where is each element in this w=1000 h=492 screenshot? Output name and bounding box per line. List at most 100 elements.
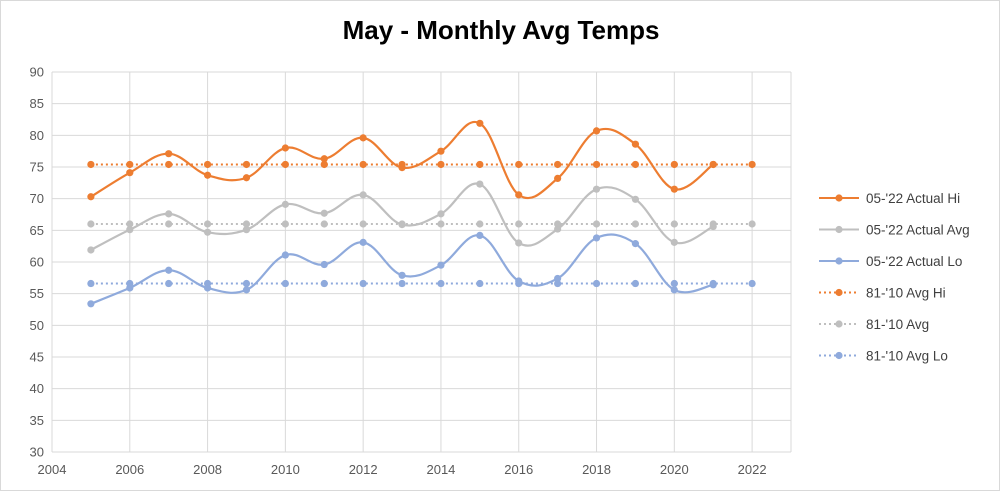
data-point-05-22-actual-avg (670, 238, 678, 246)
data-point-81-10-avg-lo (554, 279, 562, 288)
x-tick-label: 2012 (349, 462, 378, 477)
data-point-05-22-actual-avg (203, 228, 212, 236)
data-point-81-10-avg-hi (165, 160, 173, 169)
data-point-81-10-avg-lo (359, 279, 367, 288)
legend-marker (835, 288, 843, 297)
data-point-81-10-avg (592, 220, 601, 228)
data-point-05-22-actual-hi (398, 164, 406, 172)
legend-marker (835, 225, 843, 234)
legend-label: 81-'10 Avg Lo (866, 349, 948, 364)
data-point-81-10-avg-lo (670, 279, 678, 288)
legend-marker (835, 351, 843, 360)
y-tick-label: 60 (30, 255, 44, 270)
legend-marker (835, 257, 843, 265)
data-point-81-10-avg (126, 220, 134, 228)
data-point-05-22-actual-avg (165, 210, 173, 218)
data-point-05-22-actual-hi (359, 134, 367, 142)
data-point-81-10-avg-lo (437, 279, 445, 288)
data-point-81-10-avg-hi (476, 160, 484, 169)
data-point-05-22-actual-avg (126, 226, 134, 234)
data-point-81-10-avg-hi (203, 160, 212, 169)
data-point-05-22-actual-avg (709, 222, 717, 231)
data-point-05-22-actual-hi (242, 174, 251, 182)
data-point-81-10-avg (320, 220, 328, 228)
data-point-05-22-actual-lo (359, 238, 367, 246)
data-point-05-22-actual-hi (709, 160, 717, 169)
data-point-81-10-avg-hi (281, 160, 289, 169)
data-point-05-22-actual-lo (398, 271, 406, 279)
data-point-05-22-actual-lo (437, 261, 445, 269)
data-point-05-22-actual-avg (631, 195, 640, 203)
data-point-05-22-actual-lo (515, 277, 523, 285)
y-tick-label: 80 (30, 128, 44, 143)
data-point-81-10-avg (437, 220, 445, 228)
data-point-05-22-actual-hi (437, 147, 445, 155)
legend-label: 05-'22 Actual Avg (866, 223, 970, 238)
y-tick-label: 30 (30, 445, 44, 460)
data-point-81-10-avg (281, 220, 289, 228)
data-point-05-22-actual-lo (203, 284, 212, 292)
data-point-81-10-avg (476, 220, 484, 228)
y-tick-label: 40 (30, 381, 44, 396)
data-point-81-10-avg-hi (554, 160, 562, 169)
x-tick-label: 2022 (738, 462, 767, 477)
x-tick-label: 2006 (115, 462, 144, 477)
y-tick-label: 75 (30, 160, 44, 175)
data-point-05-22-actual-hi (281, 144, 289, 152)
data-point-81-10-avg (554, 220, 562, 228)
y-tick-label: 65 (30, 223, 44, 238)
data-point-05-22-actual-lo (670, 286, 678, 294)
data-point-81-10-avg (242, 220, 251, 228)
data-point-05-22-actual-lo (87, 300, 95, 308)
data-point-05-22-actual-avg (320, 209, 328, 217)
data-point-81-10-avg-hi (515, 160, 523, 169)
data-point-81-10-avg (87, 220, 95, 228)
series-line-05-22-actual-hi (90, 120, 714, 200)
y-tick-label: 45 (30, 350, 44, 365)
x-tick-label: 2014 (426, 462, 455, 477)
series-line-05-22-actual-avg (90, 182, 714, 251)
y-tick-label: 70 (30, 191, 44, 206)
data-point-05-22-actual-avg (437, 210, 445, 218)
data-point-81-10-avg (165, 220, 173, 228)
data-point-05-22-actual-lo (320, 260, 328, 269)
data-point-05-22-actual-lo (554, 274, 562, 283)
data-point-05-22-actual-avg (592, 185, 601, 193)
y-tick-label: 50 (30, 318, 44, 333)
data-point-81-10-avg-hi (320, 160, 328, 169)
data-point-81-10-avg (748, 220, 756, 228)
x-tick-label: 2008 (193, 462, 222, 477)
data-point-81-10-avg-hi (631, 160, 640, 169)
data-point-05-22-actual-lo (631, 240, 640, 248)
x-tick-label: 2020 (660, 462, 689, 477)
data-point-81-10-avg-lo (398, 279, 406, 288)
data-point-05-22-actual-avg (476, 180, 484, 188)
data-point-81-10-avg-hi (748, 160, 756, 169)
data-point-81-10-avg-hi (592, 160, 601, 169)
data-point-81-10-avg-hi (242, 160, 251, 169)
data-point-05-22-actual-lo (592, 234, 601, 242)
y-tick-label: 35 (30, 413, 44, 428)
legend-label: 81-'10 Avg (866, 317, 929, 332)
data-point-81-10-avg-hi (359, 160, 367, 169)
data-point-05-22-actual-avg (242, 226, 251, 234)
data-point-81-10-avg-hi (87, 160, 95, 169)
data-point-81-10-avg-lo (631, 279, 640, 288)
data-point-81-10-avg-lo (165, 279, 173, 288)
x-tick-label: 2016 (504, 462, 533, 477)
data-point-05-22-actual-lo (165, 266, 173, 274)
data-point-05-22-actual-avg (359, 191, 367, 199)
x-tick-label: 2018 (582, 462, 611, 477)
data-point-05-22-actual-avg (87, 246, 95, 254)
data-point-05-22-actual-hi (670, 185, 678, 193)
data-point-05-22-actual-avg (398, 221, 406, 229)
data-point-05-22-actual-hi (476, 119, 484, 127)
y-tick-label: 85 (30, 96, 44, 111)
data-point-05-22-actual-hi (554, 174, 562, 182)
legend-label: 05-'22 Actual Lo (866, 254, 962, 269)
x-tick-label: 2010 (271, 462, 300, 477)
data-point-81-10-avg (359, 220, 367, 228)
data-point-05-22-actual-hi (165, 150, 173, 158)
data-point-81-10-avg-lo (87, 279, 95, 288)
